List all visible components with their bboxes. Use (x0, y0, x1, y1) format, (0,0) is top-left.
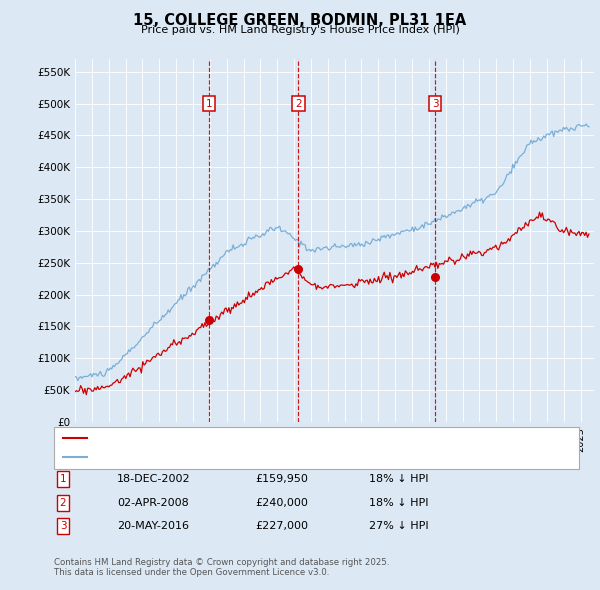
Text: 20-MAY-2016: 20-MAY-2016 (117, 522, 189, 531)
Text: 18% ↓ HPI: 18% ↓ HPI (369, 474, 428, 484)
Text: £240,000: £240,000 (255, 498, 308, 507)
Text: 02-APR-2008: 02-APR-2008 (117, 498, 189, 507)
Text: Price paid vs. HM Land Registry's House Price Index (HPI): Price paid vs. HM Land Registry's House … (140, 25, 460, 35)
Text: 1: 1 (59, 474, 67, 484)
Text: 15, COLLEGE GREEN, BODMIN, PL31 1EA: 15, COLLEGE GREEN, BODMIN, PL31 1EA (133, 13, 467, 28)
Text: 27% ↓ HPI: 27% ↓ HPI (369, 522, 428, 531)
Text: 1: 1 (206, 99, 212, 109)
Text: 15, COLLEGE GREEN, BODMIN, PL31 1EA (detached house): 15, COLLEGE GREEN, BODMIN, PL31 1EA (det… (93, 434, 387, 444)
Text: Contains HM Land Registry data © Crown copyright and database right 2025.
This d: Contains HM Land Registry data © Crown c… (54, 558, 389, 577)
Text: 3: 3 (432, 99, 439, 109)
Text: £159,950: £159,950 (255, 474, 308, 484)
Text: 18-DEC-2002: 18-DEC-2002 (117, 474, 191, 484)
Text: 18% ↓ HPI: 18% ↓ HPI (369, 498, 428, 507)
Text: 2: 2 (59, 498, 67, 507)
Text: 2: 2 (295, 99, 302, 109)
Text: £227,000: £227,000 (255, 522, 308, 531)
Text: 3: 3 (59, 522, 67, 531)
Text: HPI: Average price, detached house, Cornwall: HPI: Average price, detached house, Corn… (93, 452, 320, 462)
